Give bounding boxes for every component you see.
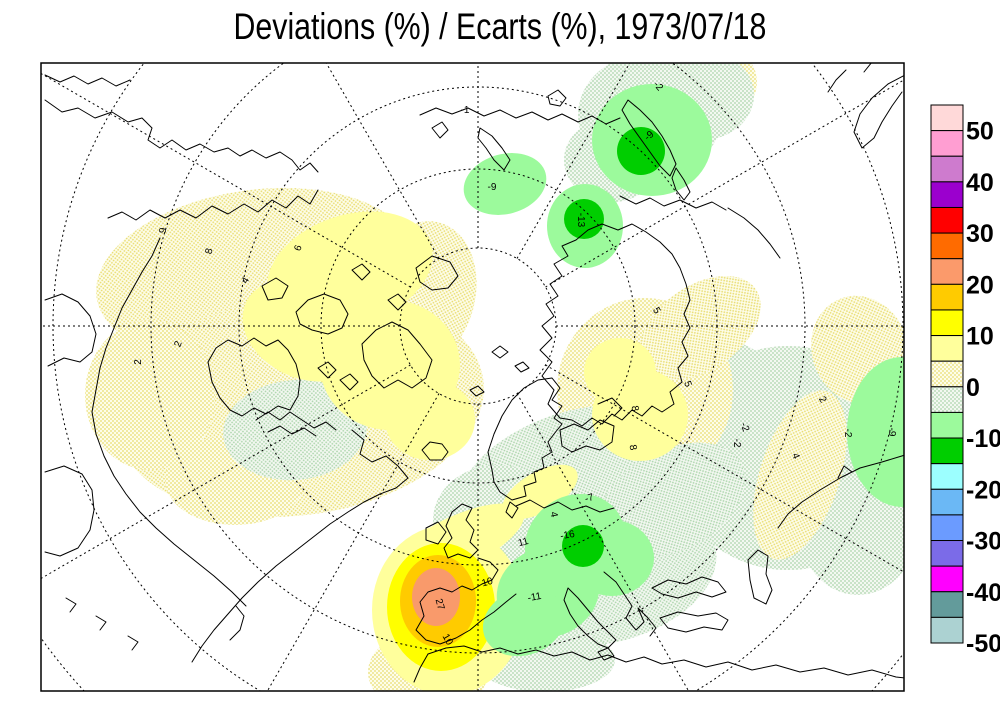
map-value-label: -16 (559, 529, 576, 542)
legend-color-box (930, 155, 964, 183)
legend-tick-label: -20 (966, 476, 1000, 504)
legend-color-box (930, 232, 964, 260)
map-value-label: 5 (650, 306, 663, 317)
legend-color-box (930, 283, 964, 311)
chart-title: Deviations (%) / Ecarts (%), 1973/07/18 (233, 6, 767, 47)
legend-color-box (930, 181, 964, 208)
legend-tick-label: 10 (966, 323, 994, 351)
legend-tick-label: 30 (966, 220, 994, 248)
legend-color-box (930, 437, 964, 465)
map-value-label: -7 (584, 492, 596, 505)
legend-tick-label: -30 (966, 528, 1000, 556)
coastlines (44, 63, 904, 683)
map-value-label: -2 (842, 429, 853, 438)
legend-color-box (930, 616, 964, 644)
legend-tick-label: -40 (966, 579, 1000, 607)
legend-tick-label: 20 (966, 271, 994, 299)
map-value-label: -9 (886, 428, 897, 437)
legend-tick-label: -10 (966, 425, 1000, 453)
legend-color-box (930, 591, 964, 618)
map-value-label: 8 (629, 405, 641, 413)
map-value-label: 5 (681, 380, 693, 389)
legend-tick-label: 40 (966, 169, 994, 197)
map-value-label: 4 (789, 452, 801, 461)
legend-color-box (930, 411, 964, 439)
map-value-label: 10 (481, 576, 495, 590)
map-value-label: 11 (517, 536, 530, 549)
map-value-label: 10 (440, 632, 455, 648)
legend-color-box (930, 565, 964, 593)
legend-colorbar (930, 104, 964, 644)
map-value-label: 4 (240, 275, 253, 286)
legend-color-box (930, 514, 964, 542)
map-value-label: 2 (816, 395, 829, 406)
map-value-label: 2 (133, 359, 144, 365)
anomaly-regions (85, 63, 904, 691)
legend-color-box (930, 386, 964, 413)
map-value-label: 9 (158, 226, 170, 234)
map-value-label: -9 (488, 182, 497, 193)
legend-color-box (930, 104, 964, 132)
map-frame (40, 62, 905, 692)
legend-tick-label: 0 (966, 374, 980, 402)
legend-color-box (930, 360, 964, 388)
map-value-label: -2 (731, 439, 742, 448)
legend-color-box (930, 309, 964, 337)
legend-color-box (930, 130, 964, 157)
map-value-label: -11 (527, 591, 543, 604)
map-value-label: -2 (738, 421, 752, 434)
legend-color-box (930, 488, 964, 516)
map-value-label: 27 (433, 598, 447, 612)
legend-color-box (930, 463, 964, 490)
legend-color-box (930, 258, 964, 285)
map-value-label: 4 (548, 511, 560, 519)
map-value-label: 2 (173, 339, 185, 348)
legend-color-box (930, 335, 964, 362)
map-value-label: -13 (575, 213, 586, 228)
legend-color-box (930, 540, 964, 567)
legend-tick-labels: 50 40 30 20 10 0 -10 -20 -30 -40 -50 (966, 118, 1000, 658)
legend-tick-label: -50 (966, 630, 1000, 658)
legend-color-box (930, 206, 964, 234)
map-value-label: -1 (461, 105, 470, 116)
band-20-25-core (412, 568, 460, 626)
map-value-label: 8 (627, 444, 639, 452)
map-value-label: 8 (204, 247, 216, 256)
legend-tick-label: 50 (966, 118, 994, 146)
map-value-label: 6 (293, 243, 305, 252)
